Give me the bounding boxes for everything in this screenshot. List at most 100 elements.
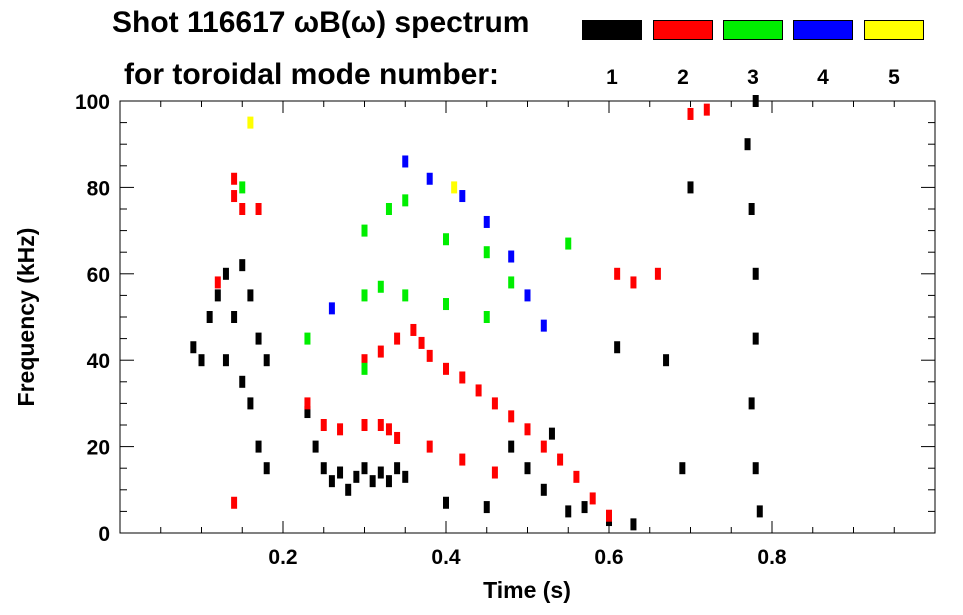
point-n3-14 <box>565 237 572 250</box>
point-n1-11 <box>239 375 246 388</box>
point-n1-37 <box>630 518 637 531</box>
point-n2-11 <box>361 354 368 367</box>
point-n2-5 <box>304 397 311 410</box>
legend-swatch-n2 <box>653 20 713 40</box>
point-n2-29 <box>426 440 433 453</box>
point-n3-8 <box>377 280 384 293</box>
legend-swatch-n5 <box>864 20 924 40</box>
point-n1-39 <box>663 354 670 367</box>
point-n1-4 <box>222 267 229 280</box>
point-n5-0 <box>247 116 254 129</box>
point-n2-37 <box>231 496 238 509</box>
y-tick-label: 100 <box>75 91 110 114</box>
point-n2-22 <box>524 423 531 436</box>
point-n2-4 <box>231 172 238 185</box>
point-n4-7 <box>328 302 335 315</box>
point-n2-2 <box>239 203 246 215</box>
point-n1-8 <box>255 332 262 345</box>
point-n2-17 <box>443 362 449 375</box>
chart-title-line2: for toroidal mode number: <box>124 58 499 91</box>
legend-label-n5: 5 <box>888 66 900 89</box>
y-tick-label: 60 <box>87 264 110 287</box>
point-n3-13 <box>361 362 368 375</box>
point-n3-7 <box>361 289 368 302</box>
point-n1-31 <box>524 462 531 475</box>
point-n2-34 <box>654 267 661 280</box>
point-n1-21 <box>353 470 360 483</box>
point-n1-35 <box>581 501 588 514</box>
point-n1-33 <box>548 427 555 440</box>
point-n1-9 <box>263 354 270 367</box>
point-n1-17 <box>320 462 327 475</box>
legend-swatch-n3 <box>723 20 783 40</box>
point-n1-10 <box>222 354 229 367</box>
point-n1-26 <box>394 462 401 475</box>
point-n1-48 <box>756 505 763 518</box>
point-n2-36 <box>703 103 710 116</box>
y-axis-label: Frequency (kHz) <box>13 228 39 407</box>
point-n4-3 <box>483 215 490 228</box>
point-n2-32 <box>614 267 621 280</box>
point-n2-15 <box>418 336 425 349</box>
point-n2-24 <box>557 453 564 466</box>
point-n3-12 <box>304 332 311 345</box>
legend-label-n4: 4 <box>817 66 829 89</box>
point-n1-45 <box>752 332 759 345</box>
point-n1-19 <box>337 466 344 479</box>
point-n1-43 <box>748 203 755 215</box>
point-n3-5 <box>483 246 490 259</box>
y-tick-label: 80 <box>87 177 110 200</box>
point-n2-20 <box>491 397 498 410</box>
point-n1-47 <box>752 462 759 475</box>
point-n2-27 <box>606 509 612 522</box>
x-tick-label: 0.2 <box>268 546 297 569</box>
point-n1-12 <box>247 397 254 410</box>
point-n4-0 <box>402 155 409 168</box>
point-n1-25 <box>385 475 392 488</box>
point-n3-9 <box>402 289 409 302</box>
point-n2-28 <box>394 431 401 444</box>
x-axis-label: Time (s) <box>483 577 571 603</box>
point-n1-46 <box>748 397 755 410</box>
point-n1-32 <box>540 483 547 496</box>
point-n1-3 <box>214 289 221 302</box>
point-n3-3 <box>402 194 409 207</box>
point-n1-22 <box>361 462 368 475</box>
point-n2-30 <box>459 453 466 466</box>
point-n1-14 <box>263 462 270 475</box>
point-n2-21 <box>508 410 515 423</box>
point-n2-31 <box>491 466 498 479</box>
y-tick-label: 0 <box>98 523 110 546</box>
point-n3-11 <box>483 311 490 323</box>
point-n1-49 <box>752 95 759 107</box>
chart-title-line1: Shot 116617 ωB(ω) spectrum <box>112 6 530 39</box>
point-n4-6 <box>540 319 547 332</box>
point-n4-1 <box>426 172 433 185</box>
point-n2-25 <box>573 470 580 483</box>
point-n3-10 <box>443 298 449 311</box>
point-n3-4 <box>443 233 449 246</box>
point-n3-0 <box>239 181 246 194</box>
point-n2-33 <box>630 276 637 289</box>
legend-label-n2: 2 <box>677 66 689 89</box>
point-n4-5 <box>524 289 531 302</box>
point-n2-9 <box>377 419 384 431</box>
point-n1-24 <box>377 466 384 479</box>
point-n1-2 <box>206 311 213 323</box>
legend-swatch-n4 <box>793 20 853 40</box>
x-tick-label: 0.8 <box>757 546 787 569</box>
point-n1-41 <box>687 181 694 194</box>
point-n2-1 <box>231 190 238 203</box>
point-n2-26 <box>589 492 596 505</box>
point-n2-23 <box>540 440 547 453</box>
point-n2-12 <box>377 345 384 358</box>
data-points <box>190 95 763 531</box>
point-n1-27 <box>402 470 409 483</box>
legend-label-n3: 3 <box>747 66 759 89</box>
point-n1-38 <box>614 341 621 354</box>
point-n1-7 <box>247 289 254 302</box>
point-n2-10 <box>385 423 392 436</box>
point-n2-35 <box>687 107 694 120</box>
point-n2-13 <box>394 332 401 345</box>
point-n3-1 <box>361 224 368 237</box>
